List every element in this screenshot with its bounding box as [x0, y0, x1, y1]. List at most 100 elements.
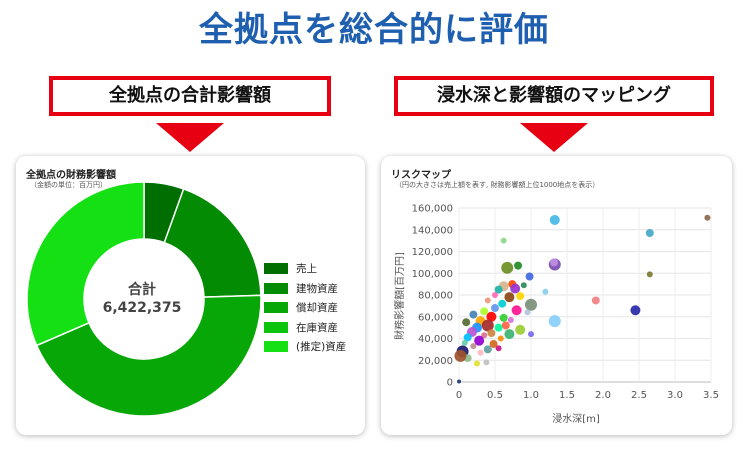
donut-legend: 売上建物資産償却資産在庫資産 (推定)資産: [264, 259, 346, 357]
scatter-point[interactable]: [704, 214, 711, 221]
scatter-point[interactable]: [525, 298, 537, 311]
scatter-point[interactable]: [525, 272, 534, 281]
y-tick-label: 40,000: [418, 334, 453, 345]
scatter-point[interactable]: [477, 349, 484, 356]
scatter-point[interactable]: [501, 321, 510, 330]
legend-swatch: [264, 282, 288, 294]
scatter-point[interactable]: [491, 304, 499, 313]
scatter-point[interactable]: [480, 307, 489, 316]
scatter-point[interactable]: [510, 283, 521, 294]
scatter-point[interactable]: [461, 339, 468, 346]
scatter-point[interactable]: [591, 296, 600, 305]
scatter-point[interactable]: [494, 323, 503, 332]
x-tick-label: 1.0: [523, 390, 539, 401]
y-tick-label: 60,000: [418, 312, 453, 323]
scatter-point[interactable]: [489, 339, 498, 348]
scatter-point[interactable]: [494, 285, 503, 294]
page-title: 全拠点を総合的に評価: [199, 10, 549, 50]
x-tick-label: 3.5: [703, 390, 719, 401]
scatter-y-axis-label: 財務影響額[百万円]: [393, 252, 406, 340]
x-tick-label: 1.5: [559, 390, 575, 401]
legend-swatch: [264, 263, 288, 275]
scatter-point[interactable]: [548, 315, 561, 328]
legend-swatch: [264, 302, 288, 314]
x-tick-label: 0: [456, 390, 462, 401]
legend-swatch: [264, 341, 288, 353]
y-tick-label: 0: [447, 378, 453, 389]
scatter-point[interactable]: [481, 332, 488, 339]
scatter-point[interactable]: [498, 299, 507, 308]
legend-item[interactable]: 償却資産: [264, 298, 346, 318]
scatter-point[interactable]: [646, 271, 653, 278]
donut-card: 全拠点の財務影響額 （金額の単位：百万円） 合計 6,422,375 売上 建物資…: [16, 156, 365, 435]
y-tick-label: 20,000: [418, 356, 453, 367]
y-tick-label: 140,000: [412, 225, 453, 236]
scatter-chart: 0 20,000 40,000 60,000 80,000 100,000 120,000 1…: [393, 204, 719, 426]
scatter-point[interactable]: [515, 324, 526, 335]
donut-center-label: 合計: [128, 281, 156, 298]
legend-item[interactable]: 売上: [264, 259, 346, 279]
scatter-point[interactable]: [500, 237, 507, 244]
donut-chart: 合計 6,422,375: [26, 181, 262, 417]
scatter-point[interactable]: [492, 292, 498, 298]
legend-item[interactable]: (推定)資産: [264, 337, 346, 357]
scatter-point[interactable]: [487, 329, 496, 338]
y-tick-label: 160,000: [412, 204, 453, 215]
scatter-point[interactable]: [486, 311, 497, 322]
scatter-point[interactable]: [474, 335, 485, 346]
scatter-point[interactable]: [549, 214, 560, 225]
legend-label: 償却資産: [296, 302, 338, 315]
scatter-point[interactable]: [511, 305, 522, 316]
y-tick-label: 100,000: [412, 269, 453, 280]
scatter-point[interactable]: [462, 318, 471, 327]
scatter-point[interactable]: [514, 261, 523, 270]
scatter-point[interactable]: [504, 292, 515, 303]
scatter-point[interactable]: [481, 319, 494, 332]
scatter-card-subtitle: （円の大きさは売上額を表す, 財務影響額上位1000地点を表示）: [395, 181, 600, 189]
scatter-point[interactable]: [495, 345, 502, 352]
scatter-point[interactable]: [542, 288, 549, 295]
scatter-x-axis-label: 浸水深[m]: [552, 413, 600, 425]
scatter-point[interactable]: [550, 258, 559, 267]
legend-item[interactable]: 在庫資産: [264, 318, 346, 338]
scatter-point[interactable]: [516, 292, 525, 301]
donut-center-value: 6,422,375: [103, 300, 182, 316]
legend-label: (推定)資産: [296, 341, 347, 354]
scatter-point[interactable]: [499, 313, 508, 322]
scatter-point[interactable]: [528, 331, 534, 338]
right-banner: 浸水深と影響額のマッピング: [394, 76, 714, 116]
left-down-arrow-icon: [156, 123, 224, 152]
scatter-point[interactable]: [454, 349, 467, 362]
scatter-point[interactable]: [483, 359, 490, 366]
scatter-point[interactable]: [469, 310, 478, 319]
scatter-point[interactable]: [524, 309, 531, 316]
scatter-card-title: リスクマップ: [391, 170, 451, 181]
x-tick-label: 2.0: [595, 390, 611, 401]
left-banner: 全拠点の合計影響額: [49, 76, 331, 116]
scatter-point[interactable]: [463, 333, 472, 342]
legend-label: 在庫資産: [296, 321, 338, 334]
x-tick-label: 3.0: [667, 390, 683, 401]
legend-item[interactable]: 建物資産: [264, 279, 346, 299]
scatter-point[interactable]: [457, 379, 461, 384]
scatter-point[interactable]: [483, 345, 492, 354]
donut-slice-1[interactable]: [163, 187, 262, 298]
scatter-point[interactable]: [507, 317, 514, 324]
donut-card-subtitle: （金額の単位：百万円）: [30, 181, 107, 189]
donut-slice-4[interactable]: [26, 181, 145, 347]
legend-swatch: [264, 321, 288, 333]
donut-slice-2[interactable]: [35, 294, 262, 417]
scatter-point[interactable]: [645, 229, 654, 238]
scatter-point[interactable]: [630, 305, 641, 316]
scatter-point[interactable]: [484, 297, 491, 304]
scatter-point[interactable]: [474, 360, 480, 367]
scatter-point[interactable]: [497, 335, 504, 342]
right-down-arrow-icon: [520, 123, 588, 152]
x-tick-label: 2.5: [631, 390, 647, 401]
scatter-point[interactable]: [501, 261, 514, 274]
scatter-point[interactable]: [520, 282, 527, 289]
scatter-card: リスクマップ （円の大きさは売上額を表す, 財務影響額上位1000地点を表示） …: [381, 156, 732, 435]
scatter-point[interactable]: [470, 343, 477, 350]
scatter-point[interactable]: [504, 329, 515, 340]
legend-label: 建物資産: [296, 282, 338, 295]
